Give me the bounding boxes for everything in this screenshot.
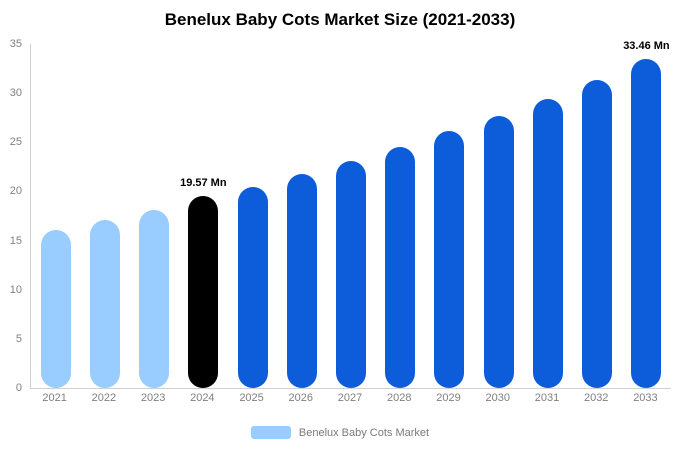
- bar-slot: [80, 44, 129, 388]
- y-axis: 0 5 10 15 20 25 30 35: [0, 38, 28, 394]
- bar: [434, 131, 465, 388]
- bar: [139, 210, 170, 388]
- bar: [286, 173, 317, 388]
- x-tick-label: 2030: [485, 392, 510, 404]
- x-tick-label: 2032: [583, 392, 609, 404]
- bar-slot: [376, 44, 425, 388]
- bar: [188, 195, 219, 388]
- bar: [385, 147, 416, 388]
- x-tick-label: 2024: [190, 392, 215, 404]
- x-tick-label: 2029: [436, 392, 461, 404]
- y-tick-label: 5: [15, 332, 22, 345]
- bar-slot: [277, 44, 326, 388]
- bar-slot: [228, 44, 277, 388]
- bar: [40, 229, 71, 388]
- x-tick-label: 2025: [239, 392, 264, 404]
- bar: [631, 59, 662, 388]
- bar-slot: [523, 44, 572, 388]
- bar: [336, 160, 367, 388]
- x-tick-label: 2033: [633, 392, 658, 404]
- y-tick-label: 15: [9, 234, 22, 247]
- y-tick-label: 30: [9, 87, 22, 100]
- plot-area: 19.57 Mn 33.46 Mn: [30, 40, 671, 389]
- bar: [237, 186, 268, 388]
- bar: [89, 219, 120, 388]
- bar-value-label: 19.57 Mn: [180, 176, 227, 189]
- x-axis: 2021 2022 2023 2024 2025 2026 2027 2028 2029 2030…: [30, 392, 670, 404]
- y-tick-label: 10: [9, 283, 22, 296]
- y-tick-label: 20: [9, 185, 22, 198]
- bar-slot: [129, 44, 178, 388]
- x-tick-label: 2021: [42, 392, 67, 404]
- bar-slot: 33.46 Mn: [622, 40, 671, 388]
- legend: Benelux Baby Cots Market: [0, 426, 680, 439]
- x-tick-label: 2028: [387, 392, 412, 404]
- bar: [483, 115, 514, 388]
- x-tick-label: 2022: [91, 392, 117, 404]
- bar-slot: [425, 44, 474, 388]
- x-tick-label: 2023: [140, 392, 166, 404]
- bar-slot: [573, 44, 622, 388]
- x-tick-label: 2027: [337, 392, 363, 404]
- x-tick-label: 2031: [534, 392, 560, 404]
- y-tick-label: 0: [15, 382, 22, 394]
- bar-slot: [31, 44, 80, 388]
- x-tick-label: 2026: [288, 392, 314, 404]
- legend-label: Benelux Baby Cots Market: [298, 426, 430, 439]
- bar-value-label: 33.46 Mn: [623, 40, 670, 53]
- y-tick-label: 25: [9, 136, 22, 149]
- bar-slot: 19.57 Mn: [179, 44, 228, 388]
- legend-swatch: [250, 426, 291, 439]
- bar-slot: [474, 44, 523, 388]
- chart-title: Benelux Baby Cots Market Size (2021-2033…: [164, 10, 516, 29]
- bar: [532, 99, 563, 388]
- bars-row: 19.57 Mn 33.46 Mn: [31, 40, 671, 388]
- bar-slot: [326, 44, 375, 388]
- y-tick-label: 35: [9, 38, 22, 50]
- bar: [582, 80, 613, 388]
